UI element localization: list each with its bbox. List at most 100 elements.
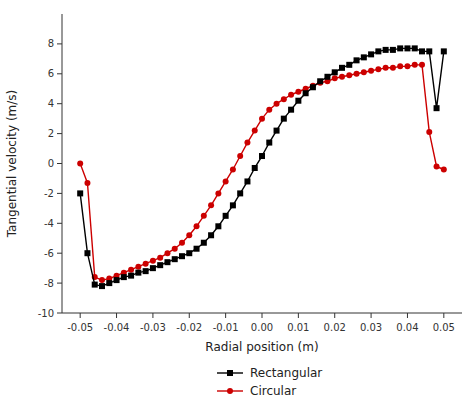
x-tick bbox=[371, 313, 372, 318]
point-marker bbox=[288, 107, 294, 113]
x-tick bbox=[443, 313, 444, 318]
point-marker bbox=[434, 163, 440, 169]
y-axis-label: Tangential velocity (m/s) bbox=[5, 90, 19, 239]
point-marker bbox=[339, 74, 345, 80]
point-marker bbox=[201, 240, 207, 246]
series bbox=[77, 62, 447, 283]
point-marker bbox=[230, 166, 236, 172]
point-marker bbox=[317, 78, 323, 84]
point-marker bbox=[215, 190, 221, 196]
point-marker bbox=[143, 261, 149, 267]
y-tick-label: 2 bbox=[48, 128, 54, 139]
point-marker bbox=[194, 246, 200, 252]
point-marker bbox=[114, 277, 120, 283]
point-marker bbox=[419, 48, 425, 54]
x-tick bbox=[298, 313, 299, 318]
point-marker bbox=[266, 140, 272, 146]
point-marker bbox=[186, 232, 192, 238]
point-marker bbox=[150, 265, 156, 271]
point-marker bbox=[106, 280, 112, 286]
x-axis-label: Radial position (m) bbox=[205, 340, 318, 354]
point-marker bbox=[237, 153, 243, 159]
plot-area bbox=[77, 45, 447, 289]
point-marker bbox=[128, 273, 134, 279]
x-tick bbox=[407, 313, 408, 318]
axes: -0.05-0.04-0.03-0.02-0.010.000.010.020.0… bbox=[38, 14, 462, 333]
y-tick-label: 6 bbox=[48, 68, 54, 79]
point-marker bbox=[346, 72, 352, 78]
point-marker bbox=[252, 165, 258, 171]
y-tick-label: 0 bbox=[48, 158, 54, 169]
point-marker bbox=[368, 51, 374, 57]
point-marker bbox=[383, 65, 389, 71]
legend-marker bbox=[227, 370, 233, 376]
point-marker bbox=[128, 267, 134, 273]
y-tick bbox=[57, 283, 62, 284]
legend-label: Rectangular bbox=[250, 366, 322, 380]
point-marker bbox=[208, 232, 214, 238]
x-tick-label: -0.02 bbox=[176, 322, 202, 333]
point-marker bbox=[361, 54, 367, 60]
point-marker bbox=[441, 166, 447, 172]
point-marker bbox=[274, 101, 280, 107]
point-marker bbox=[252, 128, 258, 134]
x-tick-label: 0.02 bbox=[324, 322, 346, 333]
point-marker bbox=[208, 202, 214, 208]
point-marker bbox=[84, 180, 90, 186]
point-marker bbox=[157, 255, 163, 261]
point-marker bbox=[390, 65, 396, 71]
y-tick bbox=[57, 103, 62, 104]
point-marker bbox=[375, 48, 381, 54]
point-marker bbox=[281, 116, 287, 122]
point-marker bbox=[434, 105, 440, 111]
y-tick bbox=[57, 193, 62, 194]
point-marker bbox=[419, 62, 425, 68]
point-marker bbox=[179, 240, 185, 246]
point-marker bbox=[179, 253, 185, 259]
point-marker bbox=[412, 62, 418, 68]
legend-marker bbox=[227, 388, 233, 394]
point-marker bbox=[259, 116, 265, 122]
point-marker bbox=[339, 65, 345, 71]
point-marker bbox=[332, 69, 338, 75]
y-tick bbox=[57, 73, 62, 74]
point-marker bbox=[404, 45, 410, 51]
point-marker bbox=[390, 47, 396, 53]
y-tick bbox=[57, 223, 62, 224]
series bbox=[77, 45, 447, 289]
point-marker bbox=[92, 282, 98, 288]
point-marker bbox=[441, 48, 447, 54]
y-tick-label: -8 bbox=[44, 278, 54, 289]
x-tick bbox=[116, 313, 117, 318]
x-tick-label: -0.01 bbox=[213, 322, 239, 333]
series-line bbox=[80, 65, 444, 280]
point-marker bbox=[223, 178, 229, 184]
x-tick bbox=[189, 313, 190, 318]
point-marker bbox=[397, 63, 403, 69]
point-marker bbox=[274, 128, 280, 134]
x-tick-label: -0.05 bbox=[67, 322, 93, 333]
point-marker bbox=[332, 75, 338, 81]
x-tick-label: 0.04 bbox=[396, 322, 418, 333]
point-marker bbox=[99, 277, 105, 283]
point-marker bbox=[288, 92, 294, 98]
x-tick-label: 0.00 bbox=[251, 322, 273, 333]
point-marker bbox=[361, 69, 367, 75]
y-tick-label: -6 bbox=[44, 248, 54, 259]
point-marker bbox=[303, 90, 309, 96]
chart: -0.05-0.04-0.03-0.02-0.010.000.010.020.0… bbox=[0, 0, 474, 405]
x-tick bbox=[334, 313, 335, 318]
point-marker bbox=[215, 223, 221, 229]
point-marker bbox=[172, 256, 178, 262]
point-marker bbox=[295, 89, 301, 95]
y-tick-label: -2 bbox=[44, 188, 54, 199]
point-marker bbox=[99, 283, 105, 289]
series-line bbox=[80, 48, 444, 286]
x-tick bbox=[225, 313, 226, 318]
point-marker bbox=[383, 47, 389, 53]
point-marker bbox=[281, 96, 287, 102]
point-marker bbox=[244, 140, 250, 146]
point-marker bbox=[143, 268, 149, 274]
y-tick-label: -4 bbox=[44, 218, 54, 229]
y-tick bbox=[57, 133, 62, 134]
